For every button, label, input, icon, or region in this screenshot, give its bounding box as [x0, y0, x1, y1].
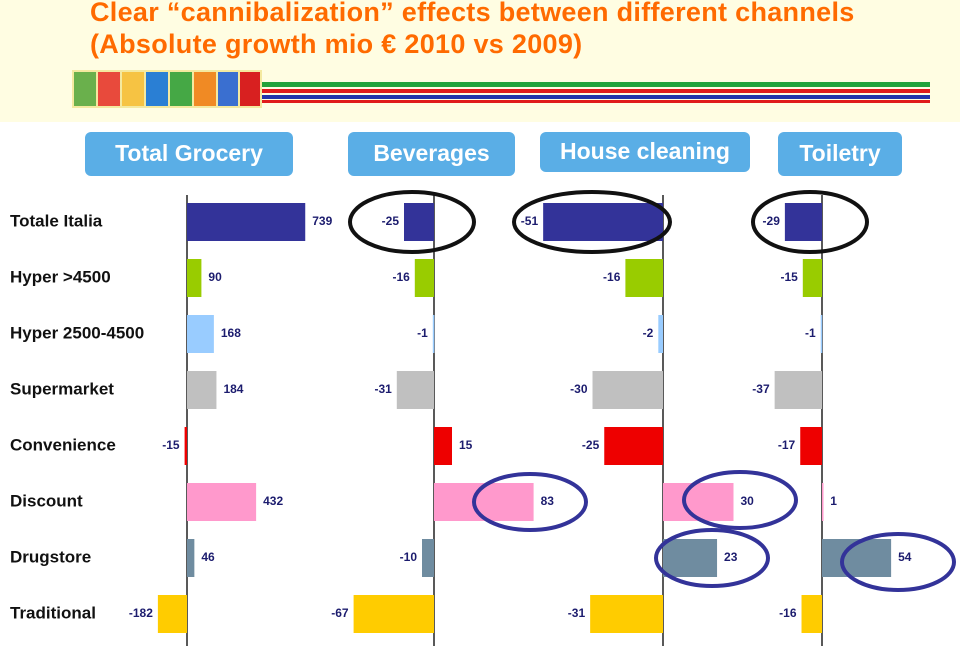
bar: [187, 539, 195, 577]
category-label: Totale Italia: [10, 211, 103, 230]
value-label: 168: [221, 326, 241, 340]
bar: [663, 483, 734, 521]
logo: [72, 70, 262, 108]
bar: [434, 483, 534, 521]
value-label: 1: [830, 494, 837, 508]
value-label: -182: [129, 606, 153, 620]
highlight-ellipse: [682, 470, 798, 530]
bar: [604, 427, 663, 465]
panel-header: Toiletry: [799, 140, 881, 166]
bar: [625, 259, 663, 297]
bar: [658, 315, 663, 353]
bar: [802, 259, 822, 297]
bar: [663, 539, 718, 577]
bar: [801, 595, 822, 633]
highlight-ellipse: [840, 532, 956, 592]
value-label: 90: [208, 270, 222, 284]
bar: [784, 203, 822, 241]
value-label: 432: [263, 494, 283, 508]
bar: [434, 427, 452, 465]
highlight-ellipse: [512, 190, 672, 254]
value-label: -31: [374, 382, 392, 396]
bar: [592, 371, 663, 409]
category-label: Hyper >4500: [10, 267, 111, 286]
bar: [187, 371, 217, 409]
bar: [414, 259, 434, 297]
panel-header-box: [778, 132, 902, 176]
value-label: 23: [724, 550, 738, 564]
value-label: -15: [162, 438, 180, 452]
bar: [184, 427, 187, 465]
bar: [822, 483, 824, 521]
value-label: -51: [521, 214, 539, 228]
value-label: 30: [741, 494, 755, 508]
category-label: Discount: [10, 491, 83, 510]
value-label: 15: [459, 438, 473, 452]
highlight-ellipse: [348, 190, 476, 254]
bar: [820, 315, 823, 353]
bar: [404, 203, 434, 241]
panel-header: Total Grocery: [115, 140, 263, 166]
panel-header-box: [85, 132, 293, 176]
panel-header: Beverages: [373, 140, 489, 166]
panel-header-box: [348, 132, 515, 176]
bar: [396, 371, 434, 409]
value-label: -2: [643, 326, 654, 340]
category-label: Hyper 2500-4500: [10, 323, 144, 342]
value-label: -25: [582, 438, 600, 452]
category-label: Convenience: [10, 435, 116, 454]
highlight-ellipse: [751, 190, 869, 254]
category-label: Drugstore: [10, 547, 91, 566]
bar: [157, 595, 187, 633]
value-label: -10: [400, 550, 418, 564]
category-label: Traditional: [10, 603, 96, 622]
value-label: -25: [382, 214, 400, 228]
bar: [187, 483, 257, 521]
value-label: -15: [780, 270, 798, 284]
bar: [353, 595, 434, 633]
value-label: 54: [898, 550, 912, 564]
slide-title: Clear “cannibalization” effects between …: [90, 0, 855, 59]
value-label: 184: [223, 382, 243, 396]
bar: [187, 315, 214, 353]
bar: [590, 595, 663, 633]
value-label: -1: [417, 326, 428, 340]
bar: [187, 203, 306, 241]
value-label: -1: [805, 326, 816, 340]
value-label: -30: [570, 382, 588, 396]
value-label: -16: [603, 270, 621, 284]
highlight-ellipse: [654, 528, 770, 588]
category-label: Supermarket: [10, 379, 114, 398]
panel-header-box: [540, 132, 750, 172]
value-label: 739: [312, 214, 332, 228]
value-label: -16: [392, 270, 410, 284]
value-label: 83: [541, 494, 555, 508]
value-label: -29: [763, 214, 781, 228]
value-label: -37: [752, 382, 770, 396]
header-stripes: [262, 82, 930, 103]
value-label: -17: [778, 438, 796, 452]
bar: [543, 203, 663, 241]
bar: [774, 371, 822, 409]
highlight-ellipse: [472, 472, 588, 532]
value-label: -16: [779, 606, 797, 620]
bar: [422, 539, 434, 577]
bar: [432, 315, 435, 353]
bar: [800, 427, 822, 465]
value-label: 46: [201, 550, 215, 564]
value-label: -67: [331, 606, 349, 620]
panel-header: House cleaning: [560, 138, 730, 164]
bar: [187, 259, 202, 297]
value-label: -31: [568, 606, 586, 620]
